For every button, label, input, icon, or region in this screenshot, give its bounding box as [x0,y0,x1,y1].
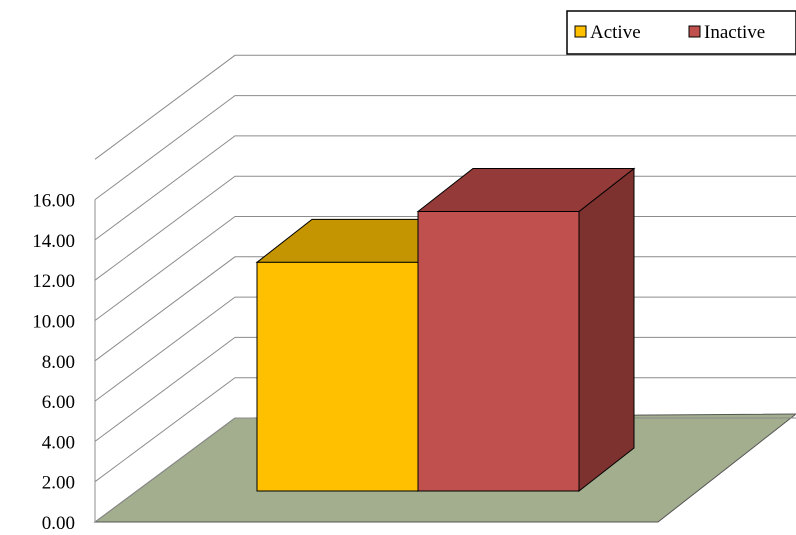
y-tick-label: 6.00 [42,392,75,413]
legend-box [566,10,796,55]
y-tick-label: 0.00 [42,513,75,534]
y-tick-label: 10.00 [32,312,75,333]
legend-label-inactive: Inactive [704,22,765,43]
y-tick-label: 2.00 [42,473,75,494]
legend-swatch-inactive [688,25,701,38]
y-tick-label: 14.00 [32,231,75,252]
y-tick-label: 12.00 [32,271,75,292]
y-tick-label: 8.00 [42,352,75,373]
bars [255,167,636,493]
legend[interactable]: Active Inactive [566,10,796,55]
bar-side-face [578,167,635,493]
gridline [94,54,796,160]
bar-front-face [417,210,580,492]
legend-label-active: Active [590,22,641,43]
y-tick-label: 16.00 [32,191,75,212]
y-tick-label: 4.00 [42,432,75,453]
bar-front-face [256,261,419,492]
gridline [94,135,796,241]
legend-swatch-active [574,25,587,38]
y-axis: 0.00 2.00 4.00 6.00 8.00 10.00 12.00 14.00 16.00 [32,191,75,534]
bar-inactive[interactable] [416,167,636,493]
gridline [94,95,796,201]
